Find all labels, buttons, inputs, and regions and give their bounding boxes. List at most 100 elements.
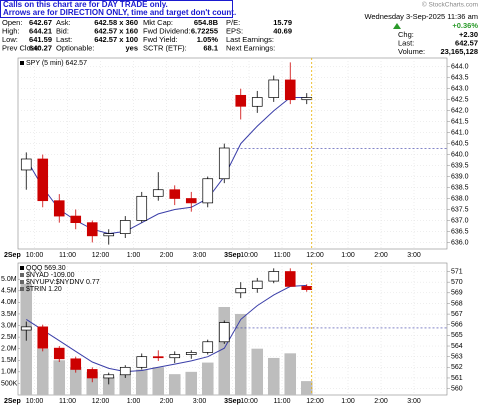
- field-label: Prev Close:: [2, 43, 41, 52]
- volume-bar: [234, 313, 247, 395]
- x-tick-label: 1:00: [127, 252, 141, 259]
- x-tick-label: 2:00: [160, 398, 174, 405]
- candle-body: [53, 347, 65, 360]
- field-label: Low:: [2, 35, 18, 44]
- x-tick-label: 2Sep: [4, 252, 21, 259]
- legend-swatch: [20, 273, 24, 277]
- candle-body: [152, 189, 164, 197]
- y-tick-label: 563: [451, 354, 463, 361]
- field-value: 15.79: [273, 18, 292, 27]
- x-tick-label: 11:00: [59, 252, 76, 259]
- x-tick-label: 10:00: [240, 398, 258, 405]
- field-value: 641.59: [29, 35, 52, 44]
- field-value: 68.1: [203, 43, 218, 52]
- field-value: 642.67: [29, 18, 52, 27]
- candle-body: [284, 79, 296, 101]
- field-label: SCTR (ETF):: [143, 43, 187, 52]
- y-tick-label: 636.5: [451, 228, 469, 235]
- banner-box: [0, 0, 233, 18]
- volume-bar: [135, 369, 148, 395]
- candle-body: [301, 97, 313, 101]
- candle-body: [37, 326, 49, 349]
- field-label: Fwd Dividend:: [143, 26, 191, 35]
- y-tick-label: 569: [451, 290, 463, 297]
- volume-bar: [218, 307, 231, 395]
- field-value: 642.57 x 100: [94, 35, 138, 44]
- candle-body: [268, 271, 280, 282]
- field-value: 6.72255: [191, 26, 218, 35]
- volume-bar: [267, 357, 280, 395]
- legend-entry: $NYUPV:$NYDNV 0.77: [26, 279, 100, 286]
- y-tick-label: 562: [451, 364, 463, 371]
- field-label: Ask:: [56, 18, 71, 27]
- y2-tick-label: 3.5M: [1, 311, 17, 318]
- y2-tick-label: 3.0M: [1, 322, 17, 329]
- candle-body: [185, 352, 197, 355]
- y-tick-label: 641.0: [451, 129, 469, 136]
- y2-tick-label: 4.5M: [1, 288, 17, 295]
- y2-tick-label: 2.0M: [1, 346, 17, 353]
- volume-bar: [36, 348, 49, 395]
- volume-bar: [251, 348, 264, 395]
- volume-bar: [300, 381, 313, 395]
- y-tick-label: 640.0: [451, 151, 469, 158]
- y-tick-label: 639.0: [451, 173, 469, 180]
- legend-swatch: [20, 266, 24, 270]
- y2-tick-label: 500K: [1, 380, 18, 387]
- x-tick-label: 1:00: [127, 398, 141, 405]
- y-tick-label: 567: [451, 311, 463, 318]
- y-tick-label: 561: [451, 375, 463, 382]
- moving-average: [26, 284, 307, 373]
- candle-body: [251, 97, 263, 107]
- candle-body: [284, 271, 296, 287]
- y-tick-label: 564: [451, 343, 463, 350]
- x-tick-label: 2:00: [374, 252, 388, 259]
- x-tick-label: 3:00: [407, 252, 421, 259]
- candle-body: [301, 286, 313, 290]
- volume-bar: [168, 374, 181, 395]
- candle-body: [218, 147, 230, 180]
- legend-swatch: [20, 287, 24, 291]
- candle-body: [268, 79, 280, 98]
- candle-body: [235, 288, 247, 294]
- x-tick-label: 1:00: [341, 252, 355, 259]
- field-value: +2.30: [459, 30, 478, 39]
- volume-bar: [185, 371, 198, 395]
- y-tick-label: 637.5: [451, 206, 469, 213]
- candle-body: [86, 369, 98, 379]
- x-tick-label: 12:00: [306, 398, 324, 405]
- y-tick-label: 571: [451, 268, 463, 275]
- field-value: 642.57: [455, 38, 478, 47]
- candle-body: [169, 189, 181, 199]
- y-tick-label: 642.5: [451, 97, 469, 104]
- y-tick-label: 560: [451, 385, 463, 392]
- field-value: 23,165,128: [440, 47, 478, 56]
- field-label: Open:: [2, 18, 22, 27]
- y-tick-label: 636.0: [451, 239, 469, 246]
- y-tick-label: 641.5: [451, 119, 469, 126]
- field-label: Next Earnings:: [226, 43, 275, 52]
- candle-body: [103, 233, 115, 237]
- watermark: © StockCharts.com: [422, 1, 478, 9]
- field-value: 654.8B: [194, 18, 219, 27]
- x-tick-label: 10:00: [26, 398, 44, 405]
- candle-body: [136, 356, 148, 368]
- x-tick-label: 11:00: [274, 252, 291, 259]
- field-value: 40.69: [273, 26, 292, 35]
- candle-body: [235, 94, 247, 107]
- field-value: yes: [125, 43, 138, 52]
- y-tick-label: 570: [451, 279, 463, 286]
- y-tick-label: 565: [451, 332, 463, 339]
- field-value: 640.27: [29, 43, 52, 52]
- x-tick-label: 2:00: [374, 398, 388, 405]
- field-label: Fwd Yield:: [143, 35, 178, 44]
- x-tick-label: 2:00: [160, 252, 174, 259]
- y2-tick-label: 2.5M: [1, 334, 17, 341]
- candle-body: [37, 158, 49, 202]
- candle-body: [70, 215, 82, 224]
- volume-bar: [119, 374, 132, 395]
- x-tick-label: 12:00: [306, 252, 324, 259]
- field-label: Last Earnings:: [226, 35, 274, 44]
- y-tick-label: 638.5: [451, 184, 469, 191]
